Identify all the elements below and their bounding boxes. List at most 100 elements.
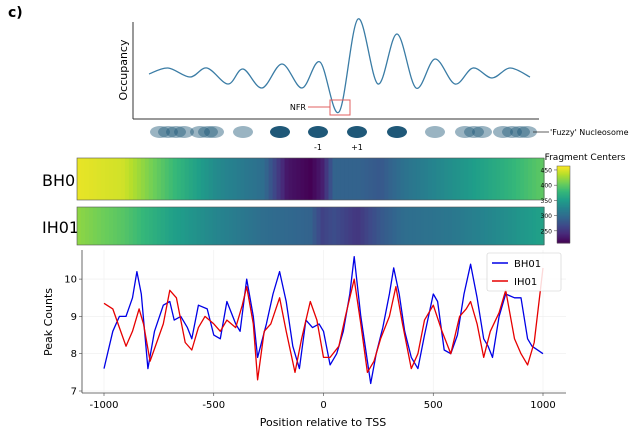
heatmap-cell <box>296 158 302 200</box>
colorbar-segment <box>557 171 570 173</box>
heatmap-row-label-bh01: BH01 <box>42 171 85 190</box>
colorbar-segment <box>557 228 570 231</box>
nucleosome-icon <box>308 126 328 138</box>
nucleosome-icon <box>233 126 253 138</box>
heatmap-cell <box>320 158 326 200</box>
heatmap-cell <box>328 158 334 200</box>
heatmap-ih01 <box>77 207 545 245</box>
heatmap-bh01 <box>77 158 545 200</box>
heatmap-cell <box>84 207 90 245</box>
colorbar-segment <box>557 181 570 184</box>
heatmap-cell <box>432 207 437 245</box>
colorbar-segment <box>557 204 570 207</box>
heatmap-cell <box>132 207 138 245</box>
heatmap-cell <box>160 207 166 245</box>
heatmap-cell <box>288 158 294 200</box>
heatmap-cell <box>168 158 174 200</box>
heatmap-cell <box>348 207 354 245</box>
colorbar-segment <box>557 240 570 243</box>
heatmap-cell <box>264 158 270 200</box>
heatmap-cell <box>120 158 126 200</box>
x-tick-label: 0 <box>320 400 326 411</box>
heatmap-cell <box>180 158 186 200</box>
heatmap-cell <box>220 207 226 245</box>
heatmap-cell <box>500 158 505 200</box>
nucleosome-icon <box>510 126 530 138</box>
colorbar-segment <box>557 196 570 199</box>
heatmap-cell <box>424 207 429 245</box>
colorbar-segment <box>557 194 570 197</box>
heatmap-cell <box>468 207 473 245</box>
heatmap-cell <box>120 207 126 245</box>
heatmap-cell <box>492 207 497 245</box>
heatmap-cell <box>448 158 453 200</box>
heatmap-cell <box>480 207 485 245</box>
heatmap-cell <box>400 207 405 245</box>
heatmap-cell <box>404 158 409 200</box>
colorbar-segment <box>557 191 570 194</box>
x-tick-label: 1000 <box>530 400 555 411</box>
colorbar-segment <box>557 189 570 191</box>
heatmap-cell <box>300 207 306 245</box>
heatmap-cell <box>336 207 342 245</box>
heatmap-cell <box>244 207 250 245</box>
nucleosome-icon <box>158 126 178 138</box>
heatmap-cell <box>364 207 369 245</box>
legend-label-ih01: IH01 <box>514 277 537 288</box>
occupancy-diagram: Occupancy NFR -1 +1 'Fuzzy' Nucleosome <box>117 18 629 152</box>
nucleosome-icon <box>190 126 210 138</box>
heatmap-cell <box>396 158 401 200</box>
heatmap-cell <box>260 158 266 200</box>
heatmap-cell <box>372 158 377 200</box>
heatmap-cell <box>388 207 393 245</box>
heatmap-cell <box>516 158 521 200</box>
heatmap-cell <box>512 158 517 200</box>
heatmap-cell <box>124 207 130 245</box>
heatmap-cell <box>308 158 314 200</box>
colorbar-segment <box>557 230 570 232</box>
heatmap-cell <box>440 207 445 245</box>
heatmap-cell <box>272 158 278 200</box>
colorbar-segment <box>557 176 570 179</box>
heatmap-cell <box>340 158 346 200</box>
axis-ticks: -1000 -500 0 500 1000 7 8 9 10 <box>64 275 555 411</box>
heatmap-cell <box>220 158 226 200</box>
legend: BH01 IH01 <box>486 252 562 292</box>
heatmap-cell <box>92 158 98 200</box>
heatmap-cell <box>288 207 294 245</box>
heatmap-cell <box>464 158 469 200</box>
x-tick-label: -500 <box>202 400 225 411</box>
heatmap-cell <box>344 158 350 200</box>
heatmap-cell <box>236 207 242 245</box>
colorbar-frame <box>556 165 571 244</box>
heatmap-cell <box>276 158 282 200</box>
heatmap-cell <box>436 207 441 245</box>
heatmap-cell <box>328 207 334 245</box>
heatmap-cell <box>148 158 154 200</box>
heatmap-cell <box>264 207 270 245</box>
heatmap-cell <box>312 207 318 245</box>
heatmap-cell <box>460 207 465 245</box>
heatmap-cell <box>176 207 182 245</box>
colorbar-segment <box>557 178 570 181</box>
heatmap-cell <box>284 158 290 200</box>
colorbar-segment <box>557 237 570 240</box>
heatmap-cell <box>108 158 114 200</box>
heatmap-cell <box>140 207 146 245</box>
heatmap-cell <box>212 207 218 245</box>
heatmap-cell <box>496 207 501 245</box>
heatmap-cell <box>500 207 505 245</box>
heatmap-cell <box>444 207 449 245</box>
heatmap-cell <box>77 207 82 245</box>
heatmap-cell <box>304 158 310 200</box>
colorbar-segment <box>557 216 570 218</box>
colorbar-title: Fragment Centers <box>545 153 626 163</box>
heatmap-cell <box>128 158 134 200</box>
heatmap-cell <box>156 158 162 200</box>
heatmap-cell <box>300 158 306 200</box>
nucleosome-row <box>150 126 537 138</box>
colorbar-segment <box>557 201 570 204</box>
colorbar-segment <box>557 199 570 202</box>
heatmap-cell <box>260 207 266 245</box>
